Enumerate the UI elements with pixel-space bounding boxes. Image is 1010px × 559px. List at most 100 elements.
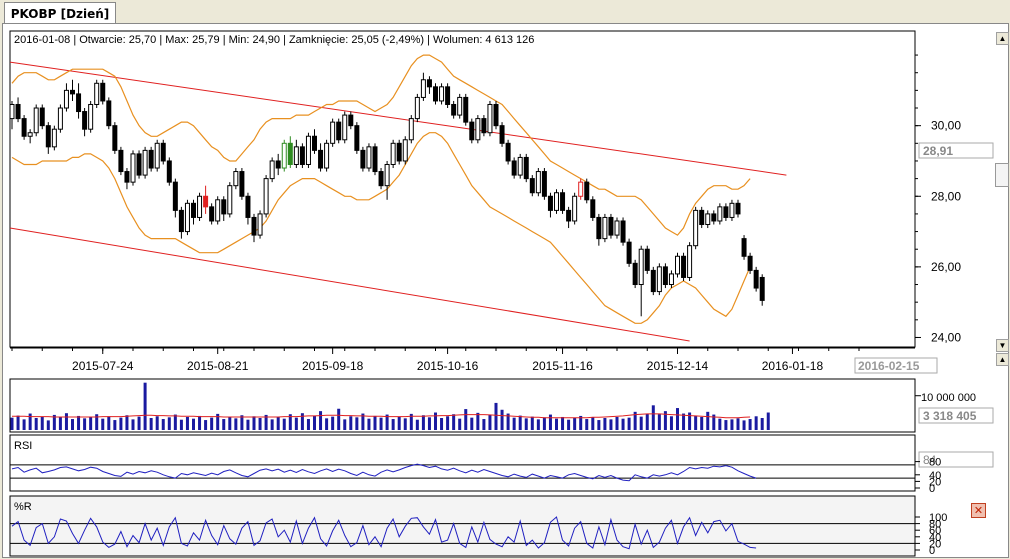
volume-bar xyxy=(373,415,377,430)
candle-body xyxy=(82,111,88,130)
volume-bar xyxy=(40,416,44,430)
volume-bar xyxy=(10,417,14,430)
volume-bar xyxy=(548,414,552,430)
volume-bar xyxy=(506,413,510,430)
candle-body xyxy=(711,213,717,222)
volume-bar xyxy=(300,413,304,430)
rsi-line xyxy=(10,463,915,482)
date-tick-label: 2015-10-16 xyxy=(417,359,479,373)
volume-bar xyxy=(603,418,607,430)
volume-bar xyxy=(83,418,87,430)
candle-body xyxy=(251,216,257,236)
candle-body xyxy=(451,103,457,116)
volume-bar xyxy=(179,419,183,430)
header-info: 2016-01-08 | Otwarcie: 25,70 | Max: 25,7… xyxy=(14,34,534,46)
candle-body xyxy=(735,202,741,215)
volume-bar xyxy=(748,419,752,430)
volume-bar xyxy=(627,417,631,430)
volume-bar xyxy=(730,419,734,430)
volume-bar xyxy=(736,418,740,430)
candle-body xyxy=(505,142,511,162)
candle-body xyxy=(299,146,305,165)
volume-bar xyxy=(518,415,522,430)
volume-bar xyxy=(766,412,770,430)
volume-bar xyxy=(319,411,323,430)
candle-body xyxy=(426,79,432,88)
scroll-up-button[interactable]: ▲ xyxy=(996,32,1009,45)
volume-bar xyxy=(149,418,153,430)
rsi-tick-label: 80 xyxy=(929,457,941,469)
candle-body xyxy=(166,160,172,183)
candle-body xyxy=(693,209,699,247)
volume-bar xyxy=(415,419,419,430)
candle-body xyxy=(148,149,154,169)
candle-body xyxy=(687,245,693,278)
candle-body xyxy=(63,89,69,109)
candle-body xyxy=(717,206,723,222)
bollinger-bands xyxy=(11,54,751,324)
candle-body xyxy=(275,160,281,169)
candle-body xyxy=(650,269,656,293)
candle-body xyxy=(324,142,330,169)
candle-body xyxy=(420,79,426,98)
volume-bar xyxy=(306,419,310,430)
candle-body xyxy=(681,255,687,278)
price-tick-label: 28,00 xyxy=(931,189,961,203)
candle-body xyxy=(15,103,21,120)
rsi-last-value-box xyxy=(918,451,994,468)
volume-bar xyxy=(494,402,498,430)
volume-bar xyxy=(397,416,401,430)
volume-bar xyxy=(476,412,480,430)
volume-bar xyxy=(754,416,758,430)
close-indicator-button[interactable]: ✕ xyxy=(971,503,986,518)
volume-bar xyxy=(216,413,220,430)
volume-bar xyxy=(155,416,159,430)
candle-body xyxy=(493,103,499,127)
volume-bar xyxy=(367,418,371,430)
williams-series-line xyxy=(11,516,757,550)
volume-bar xyxy=(385,414,389,430)
volume-bar xyxy=(597,420,601,430)
volume-bar xyxy=(585,419,589,430)
volume-bar xyxy=(185,416,189,430)
candle-body xyxy=(753,269,759,289)
date-ghost-label: 2016-02-15 xyxy=(858,359,920,373)
candle-body xyxy=(124,171,130,183)
volume-bar xyxy=(343,419,347,430)
scroll-up-button-2[interactable]: ▲ xyxy=(996,353,1009,366)
date-tick-label: 2015-11-16 xyxy=(532,359,593,373)
williams-tick-label: 60 xyxy=(929,525,941,537)
chart-frame xyxy=(2,23,1009,558)
volume-bar xyxy=(222,419,226,430)
volume-bar xyxy=(542,417,546,430)
volume-bar xyxy=(258,418,262,430)
candle-body xyxy=(233,171,239,187)
candle-body xyxy=(100,82,106,102)
volume-bar xyxy=(95,414,99,430)
price-last-value: 28,91 xyxy=(923,144,953,158)
tab-pkobp[interactable]: PKOBP [Dzień] xyxy=(4,2,116,24)
candle-body xyxy=(366,146,372,169)
candle-body xyxy=(263,178,269,215)
candle-body xyxy=(481,118,487,134)
candle-body xyxy=(578,181,584,197)
date-tick-label: 2016-01-18 xyxy=(762,359,824,373)
candle-body xyxy=(221,199,227,215)
candle-body xyxy=(523,156,529,180)
volume-bar xyxy=(77,415,81,430)
date-axis: 2015-07-24 2015-08-21 2015-09-18 2015-10-16… xyxy=(11,348,860,373)
scroll-down-button[interactable]: ▼ xyxy=(996,339,1009,352)
candle-body xyxy=(227,185,233,215)
scroll-thumb[interactable] xyxy=(995,163,1009,187)
volume-bar xyxy=(669,416,673,430)
volume-bar xyxy=(464,409,468,430)
candle-body xyxy=(535,171,541,194)
candle-body xyxy=(445,86,451,105)
candle-body xyxy=(469,121,475,141)
volume-last-value: 3 318 405 xyxy=(923,409,977,423)
candle-body xyxy=(305,135,311,165)
volume-bar xyxy=(58,417,62,430)
volume-bar xyxy=(192,418,195,430)
candle-body xyxy=(590,199,596,218)
volume-bar xyxy=(536,419,540,430)
